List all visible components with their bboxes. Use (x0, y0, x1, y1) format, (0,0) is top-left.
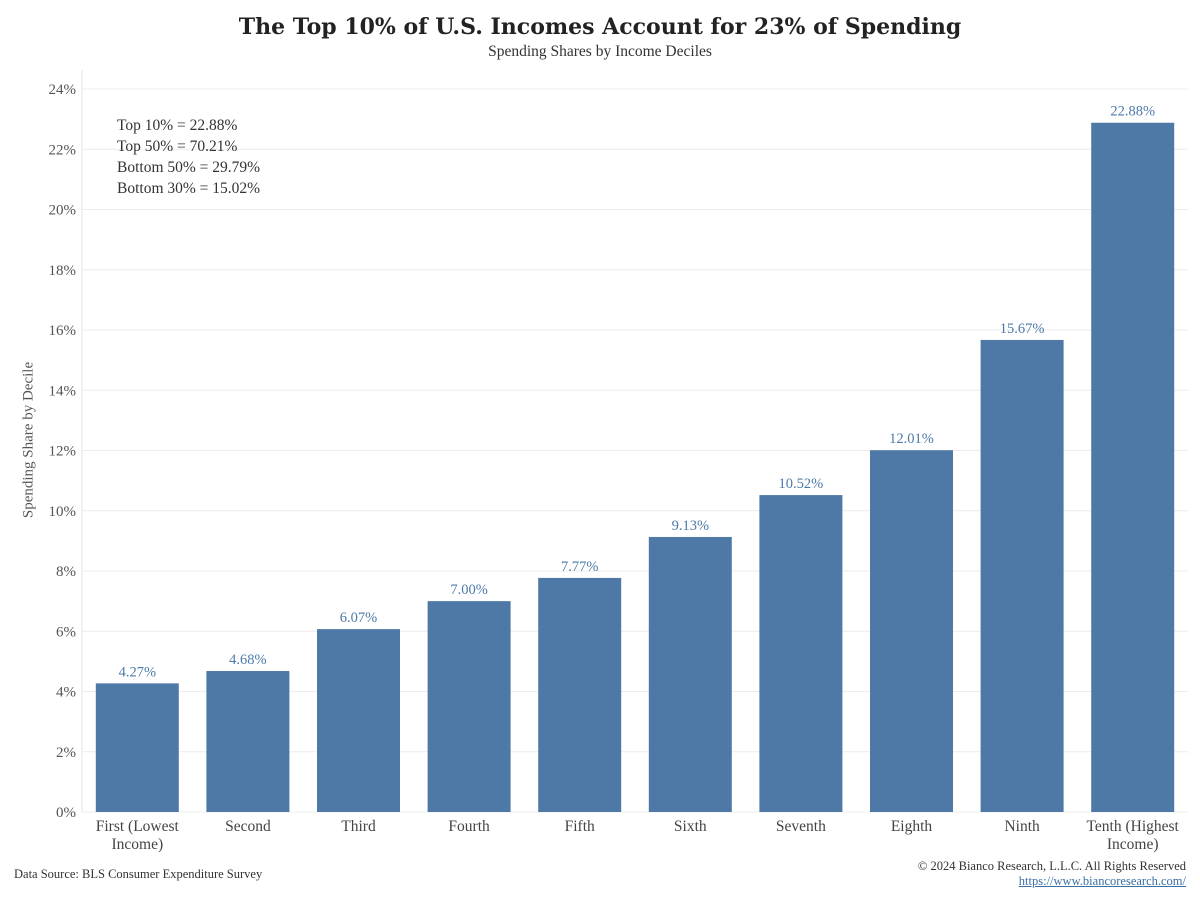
summary-annotation: Top 10% = 22.88% Top 50% = 70.21% Bottom… (117, 115, 260, 199)
x-tick-label: Seventh (776, 818, 826, 835)
bar (317, 629, 400, 812)
bar (759, 495, 843, 812)
y-tick-label: 10% (49, 504, 77, 520)
bar (870, 450, 953, 812)
bar (538, 577, 622, 812)
y-tick-label: 22% (49, 142, 77, 158)
y-tick-label: 14% (49, 383, 77, 399)
copyright-block: © 2024 Bianco Research, L.L.C. All Right… (918, 859, 1186, 889)
x-tick-label: Second (225, 818, 271, 835)
data-label: 12.01% (889, 431, 934, 447)
y-tick-label: 8% (56, 564, 76, 580)
annotation-top-10: Top 10% = 22.88% (117, 117, 238, 134)
annotation-bottom-50: Bottom 50% = 29.79% (117, 159, 261, 176)
x-tick-label: Fifth (565, 818, 595, 835)
bar (206, 671, 290, 812)
annotation-bottom-30: Bottom 30% = 15.02% (117, 180, 261, 197)
bar (427, 601, 511, 812)
y-tick-label: 24% (49, 82, 77, 98)
bars (95, 122, 1175, 813)
chart-title: The Top 10% of U.S. Incomes Account for … (238, 14, 962, 40)
copyright-text: © 2024 Bianco Research, L.L.C. All Right… (917, 859, 1186, 873)
x-tick-label: Sixth (674, 818, 707, 835)
data-label: 4.68% (229, 652, 266, 668)
y-tick-label: 0% (56, 805, 76, 821)
y-tick-label: 18% (49, 263, 77, 279)
x-axis-ticks: First (Lowest Income) Second Third Fourth Fif… (96, 818, 1180, 853)
data-label: 15.67% (1000, 321, 1045, 337)
website-link[interactable]: https://www.biancoresearch.com/ (1018, 874, 1186, 888)
annotation-top-50: Top 50% = 70.21% (117, 138, 238, 155)
y-tick-label: 4% (56, 685, 76, 701)
chart-subtitle: Spending Shares by Income Deciles (488, 43, 712, 60)
bar (980, 339, 1064, 812)
x-tick-label: Ninth (1004, 818, 1040, 835)
y-tick-label: 20% (49, 203, 77, 219)
y-axis-ticks: 0% 2% 4% 6% 8% 10% 12% 14% 16% 18% 20% 22% 24% (49, 82, 77, 821)
x-tick-label: Eighth (891, 818, 933, 835)
data-label: 4.27% (119, 664, 156, 680)
x-tick-label: Tenth (Highest Income) (1087, 818, 1180, 853)
x-tick-label: First (Lowest Income) (96, 818, 180, 853)
data-labels: 4.27% 4.68% 6.07% 7.00% 7.77% 9.13% 10.52% 12.0… (119, 104, 1155, 681)
y-tick-label: 16% (49, 323, 77, 339)
y-tick-label: 12% (49, 444, 77, 460)
y-tick-label: 6% (56, 624, 76, 640)
x-tick-label: Fourth (448, 818, 490, 835)
bar (95, 683, 179, 812)
y-tick-label: 2% (56, 745, 76, 761)
data-label: 9.13% (672, 518, 709, 534)
data-label: 6.07% (340, 610, 377, 626)
data-label: 10.52% (779, 476, 824, 492)
data-label: 22.88% (1110, 104, 1155, 120)
data-source: Data Source: BLS Consumer Expenditure Su… (14, 867, 263, 881)
data-label: 7.77% (561, 559, 598, 575)
bar (1091, 122, 1175, 813)
bar (648, 536, 732, 812)
data-label: 7.00% (450, 582, 487, 598)
x-tick-label: Third (341, 818, 376, 835)
